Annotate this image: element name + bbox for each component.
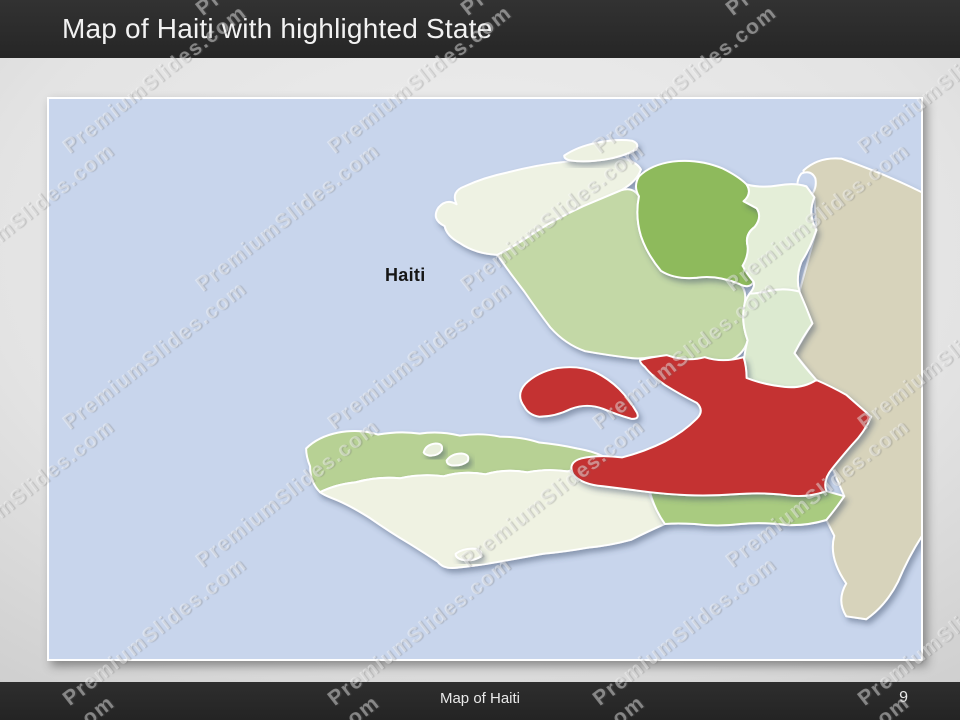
map-panel: Haiti — [47, 97, 923, 661]
page-number: 9 — [899, 689, 908, 706]
slide-title: Map of Haiti with highlighted State — [62, 13, 493, 44]
footer-title: Map of Haiti — [439, 690, 521, 707]
region-la-gonave-highlighted — [519, 366, 639, 420]
ile-a-vache — [454, 547, 483, 562]
region-ouest-highlighted — [570, 354, 873, 498]
country-label: Haiti — [385, 265, 426, 285]
small-island-1 — [422, 442, 444, 457]
region-sud-est — [648, 490, 846, 527]
region-tortuga-island — [563, 139, 639, 163]
small-island-2 — [445, 452, 470, 467]
slide-header-bar: Map of Haiti with highlighted State — [0, 0, 960, 58]
haiti-map-canvas — [49, 99, 921, 659]
slide-footer-bar: Map of Haiti 9 — [0, 682, 960, 720]
